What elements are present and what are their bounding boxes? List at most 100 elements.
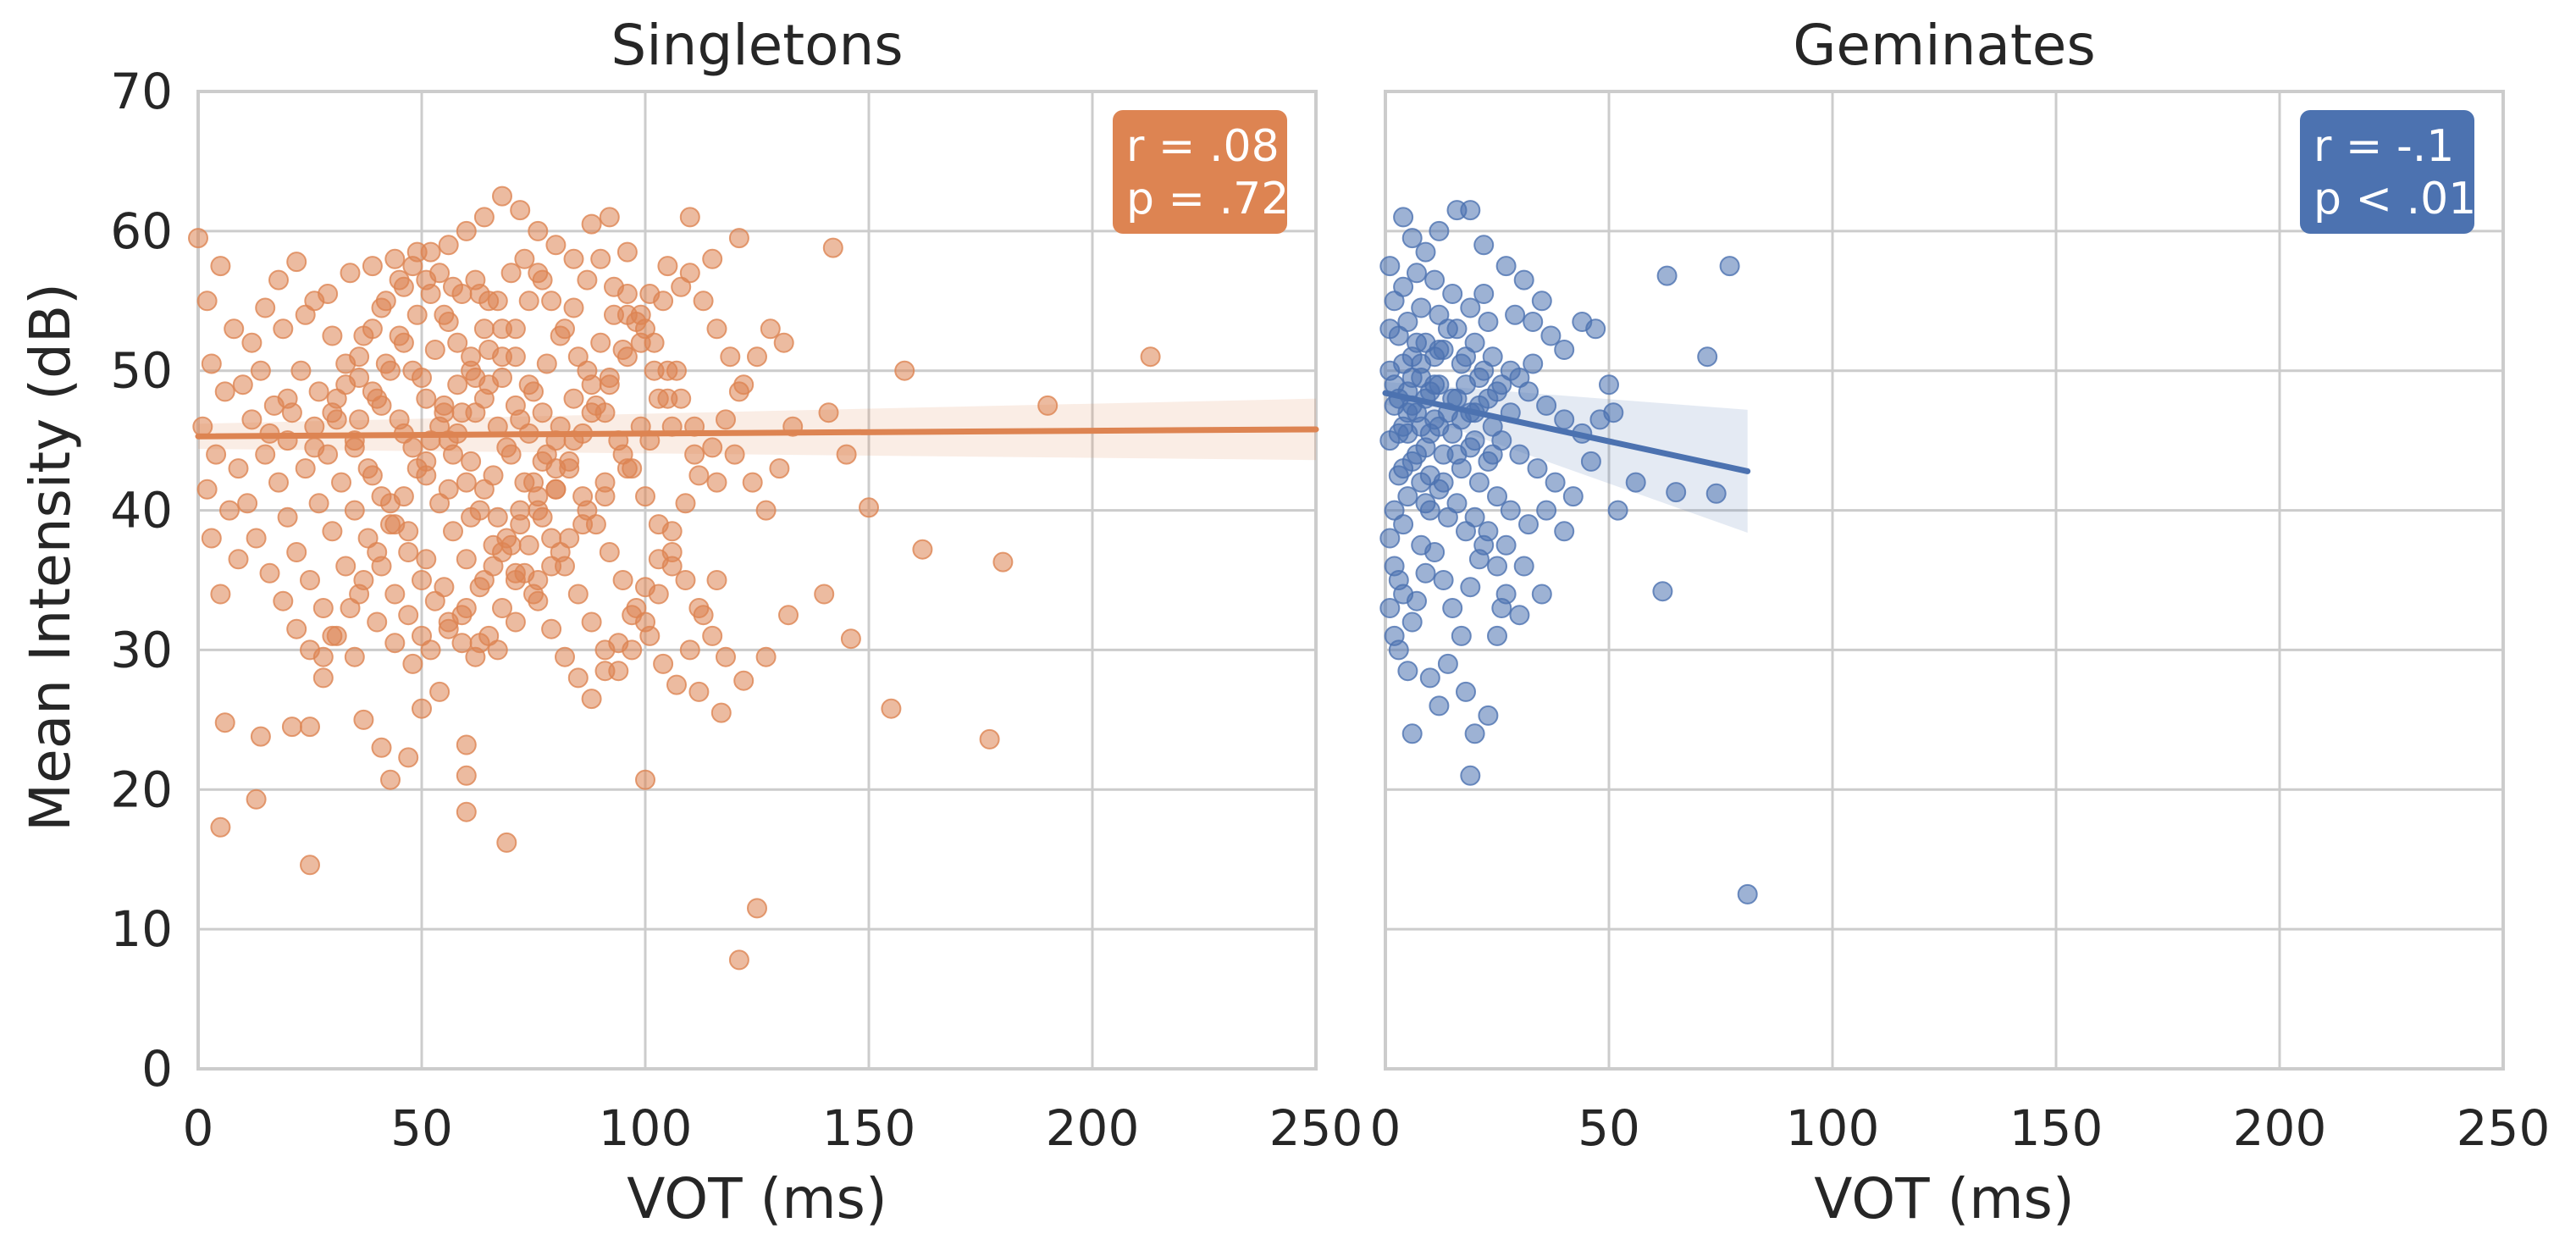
data-point	[1536, 395, 1557, 416]
x-tick-label: 250	[2457, 1099, 2551, 1157]
x-axis-label: VOT (ms)	[627, 1166, 887, 1231]
data-point	[635, 577, 655, 598]
data-point	[281, 402, 302, 423]
data-point	[375, 353, 396, 374]
data-point	[322, 325, 343, 346]
data-point	[237, 493, 258, 514]
data-point	[590, 332, 611, 353]
data-point	[1500, 500, 1521, 521]
data-point	[219, 500, 240, 521]
data-point	[1379, 318, 1401, 340]
data-point	[1397, 312, 1418, 332]
data-point	[688, 465, 710, 486]
data-point	[478, 340, 500, 360]
data-point	[1393, 514, 1414, 535]
data-point	[1468, 472, 1490, 493]
data-point	[769, 458, 790, 479]
data-point	[822, 237, 843, 258]
data-point	[232, 374, 253, 396]
data-point	[1419, 423, 1440, 444]
data-point	[483, 465, 504, 486]
data-point	[255, 444, 276, 465]
data-point	[688, 598, 710, 618]
data-point	[1451, 625, 1472, 646]
data-point	[438, 479, 459, 500]
data-point	[567, 346, 589, 368]
data-point	[1460, 765, 1481, 786]
data-point	[648, 388, 669, 409]
data-point	[1491, 374, 1512, 396]
data-point	[456, 734, 477, 755]
data-point	[581, 213, 602, 235]
data-point	[286, 252, 307, 273]
data-point	[416, 549, 437, 570]
data-point	[733, 374, 755, 396]
data-point	[344, 646, 365, 667]
data-point	[581, 689, 602, 710]
data-point	[1531, 584, 1552, 605]
data-point	[371, 737, 392, 758]
x-axis-label: VOT (ms)	[1814, 1166, 2074, 1231]
data-point	[1652, 581, 1673, 602]
data-point	[228, 549, 249, 570]
data-point	[747, 898, 767, 919]
data-point	[210, 816, 231, 838]
data-point	[1509, 444, 1530, 465]
data-point	[206, 444, 227, 465]
stats-badge-line: p < .01*	[2313, 174, 2498, 224]
data-point	[541, 290, 562, 312]
x-tick-label: 50	[390, 1099, 453, 1157]
data-point	[1464, 430, 1485, 451]
data-point	[532, 402, 553, 423]
data-point	[706, 570, 727, 590]
data-point	[616, 458, 638, 479]
data-point	[728, 949, 749, 971]
data-point	[295, 458, 316, 479]
data-point	[456, 765, 477, 786]
panel-geminates: Geminates 0 50 100 150 200 250 VOT (ms) r = -.1p…	[1370, 13, 2551, 1231]
data-point	[1379, 528, 1401, 549]
data-point	[1487, 625, 1507, 646]
data-point	[755, 646, 777, 667]
data-point	[675, 493, 696, 514]
y-tick-label: 20	[110, 761, 173, 818]
data-point	[532, 451, 553, 472]
data-point	[545, 479, 567, 500]
data-point	[406, 304, 428, 325]
data-point	[461, 451, 482, 472]
y-tick-label: 0	[141, 1040, 173, 1098]
data-point	[1531, 290, 1552, 312]
data-point	[716, 409, 736, 430]
confidence-band	[198, 398, 1316, 461]
data-point	[483, 556, 504, 577]
data-point	[447, 332, 468, 353]
data-point	[402, 653, 423, 674]
data-point	[456, 220, 477, 241]
data-point	[523, 381, 544, 402]
data-point	[778, 605, 799, 626]
data-point	[1442, 284, 1463, 304]
data-point	[716, 646, 736, 667]
data-point	[755, 500, 777, 521]
data-point	[353, 570, 374, 590]
data-point	[273, 318, 294, 340]
data-point	[273, 590, 294, 611]
data-point	[859, 497, 879, 518]
data-point	[894, 360, 915, 381]
data-point	[447, 374, 468, 396]
y-tick-label: 30	[110, 621, 173, 678]
data-point	[599, 207, 620, 228]
data-point	[500, 263, 522, 284]
data-point	[635, 486, 655, 507]
data-point	[384, 633, 406, 654]
data-point	[196, 290, 218, 312]
data-point	[1384, 625, 1405, 646]
data-point	[653, 653, 674, 674]
data-point	[1433, 570, 1454, 590]
data-point	[1478, 705, 1499, 726]
y-axis-label: Mean Intensity (dB)	[18, 283, 83, 832]
data-point	[1446, 493, 1468, 514]
data-point	[702, 625, 723, 646]
data-point	[1393, 276, 1414, 297]
data-point	[398, 542, 419, 562]
